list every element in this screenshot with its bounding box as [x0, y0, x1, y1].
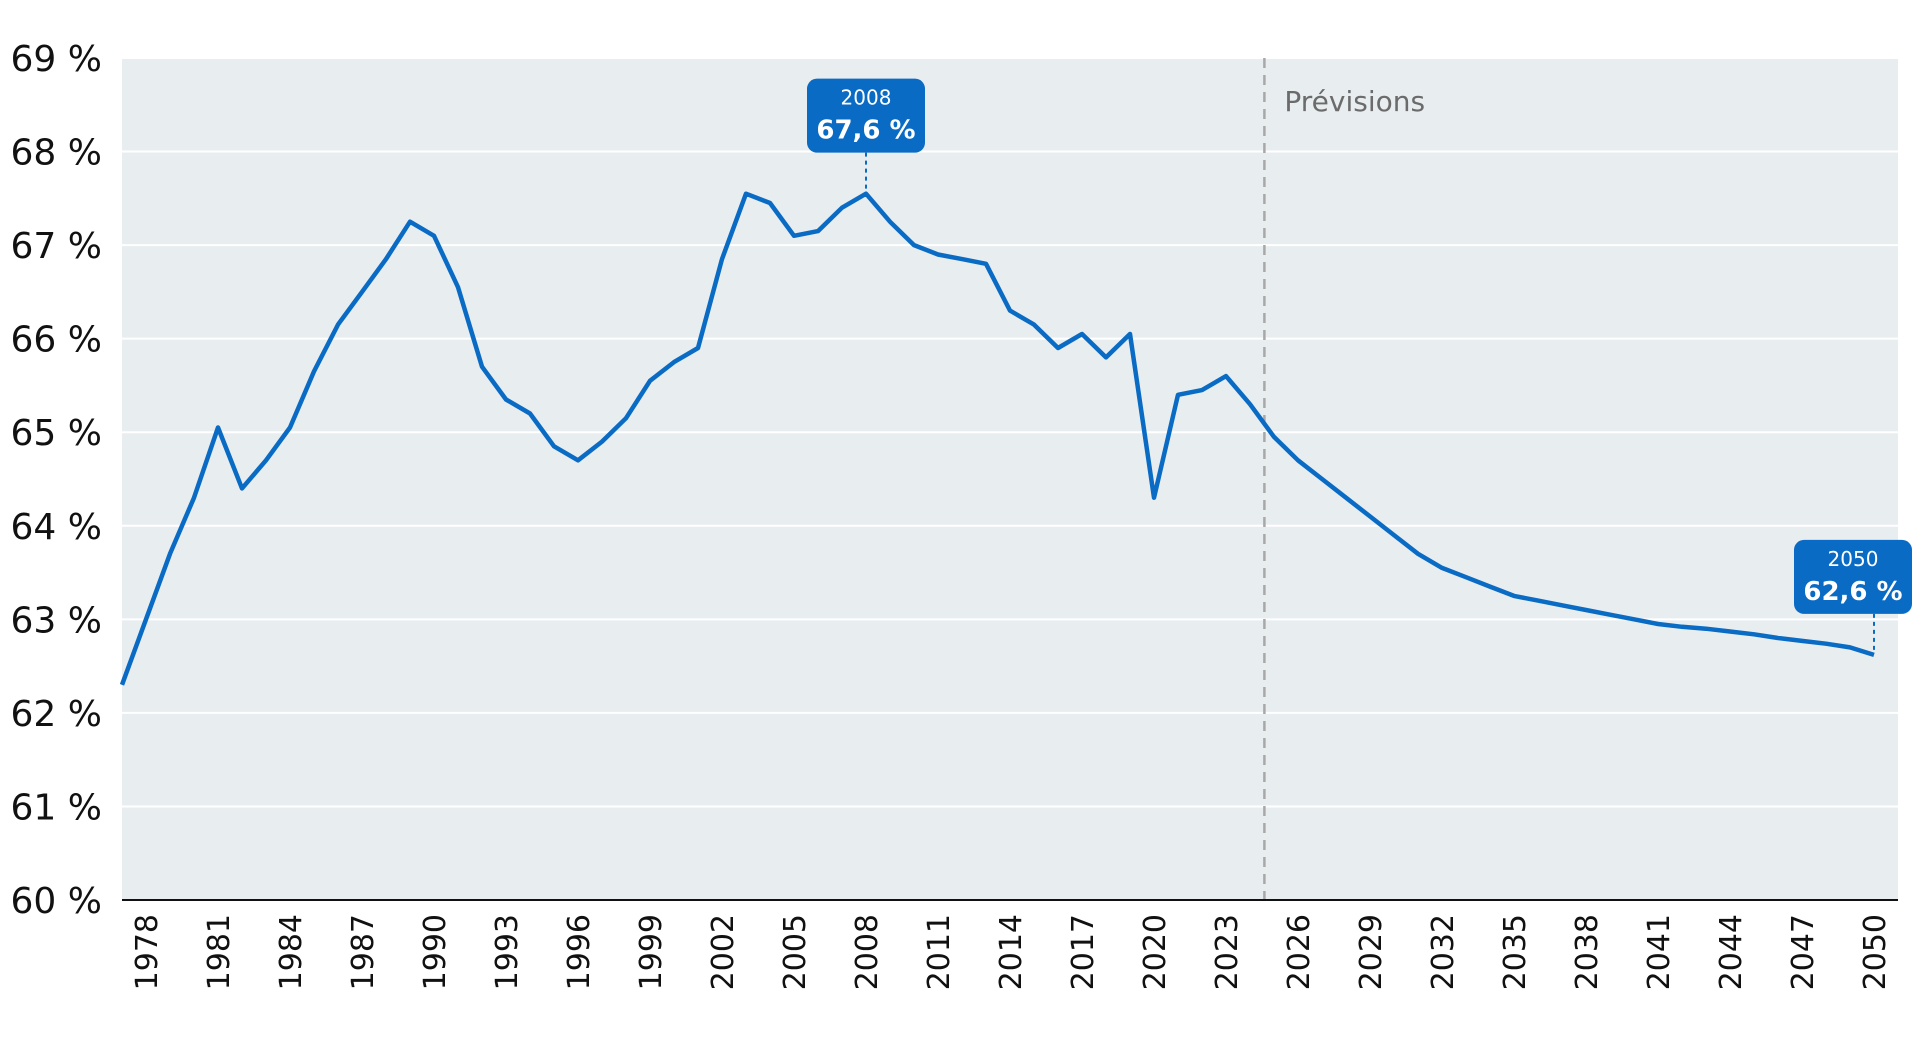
x-tick-label: 1996 [562, 914, 597, 990]
y-tick-label: 63 % [11, 600, 102, 641]
x-tick-label: 1981 [202, 914, 237, 990]
x-tick-label: 2026 [1282, 914, 1317, 990]
x-tick-label: 2032 [1426, 914, 1461, 990]
x-tick-label: 1978 [130, 914, 165, 990]
annotation-callout: 2050 62,6 % [1794, 539, 1912, 651]
annotation-value: 67,6 % [816, 116, 915, 146]
y-tick-label: 64 % [11, 507, 102, 548]
annotation-callout: 2008 67,6 % [807, 78, 925, 190]
x-tick-label: 2050 [1858, 914, 1893, 990]
y-axis-ticks: 60 % 61 % 62 % 63 % 64 % 65 % 66 % 67 % 68 % 69 % [11, 39, 102, 922]
y-tick-label: 69 % [11, 39, 102, 80]
y-tick-label: 66 % [11, 320, 102, 361]
x-tick-label: 2020 [1138, 914, 1173, 990]
x-axis-ticks: 1978 1981 1984 1987 1990 1993 1996 1999 2002 2005… [130, 914, 1893, 990]
x-tick-label: 2011 [922, 914, 957, 990]
x-tick-label: 2041 [1642, 914, 1677, 990]
annotation-year: 2050 [1828, 547, 1879, 571]
x-tick-label: 1987 [346, 914, 381, 990]
gridlines [122, 57, 1898, 808]
series-line [119, 191, 1875, 686]
x-tick-label: 2005 [778, 914, 813, 990]
annotation-year: 2008 [841, 86, 892, 110]
y-tick-label: 61 % [11, 787, 102, 828]
x-tick-label: 2029 [1354, 914, 1389, 990]
x-tick-label: 2002 [706, 914, 741, 990]
x-tick-label: 2008 [850, 914, 885, 990]
y-tick-label: 65 % [11, 413, 102, 454]
x-tick-label: 2023 [1210, 914, 1245, 990]
x-tick-label: 2035 [1498, 914, 1533, 990]
x-tick-label: 1999 [634, 914, 669, 990]
plot-background [122, 58, 1898, 900]
x-tick-label: 2017 [1066, 914, 1101, 990]
y-tick-label: 62 % [11, 694, 102, 735]
forecast-region: Prévisions [1263, 58, 1425, 900]
y-tick-label: 68 % [11, 133, 102, 174]
y-tick-label: 67 % [11, 226, 102, 267]
annotations: 2008 67,6 % 2050 62,6 % [807, 78, 1912, 651]
x-tick-label: 2044 [1714, 914, 1749, 990]
x-tick-label: 2038 [1570, 914, 1605, 990]
x-tick-label: 1993 [490, 914, 525, 990]
x-tick-label: 2014 [994, 914, 1029, 990]
x-tick-label: 1984 [274, 914, 309, 990]
annotation-value: 62,6 % [1803, 577, 1902, 607]
x-tick-label: 1990 [418, 914, 453, 990]
x-tick-label: 2047 [1786, 914, 1821, 990]
forecast-label: Prévisions [1284, 85, 1425, 118]
annotation-box [1794, 539, 1912, 614]
y-tick-label: 60 % [11, 881, 102, 922]
annotation-box [807, 78, 925, 153]
